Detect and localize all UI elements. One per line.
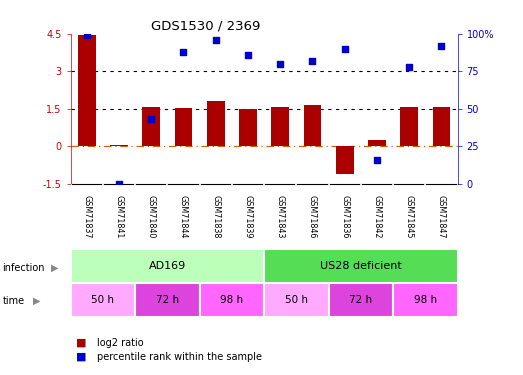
Text: GSM71841: GSM71841 bbox=[115, 195, 123, 238]
Text: 50 h: 50 h bbox=[285, 295, 308, 305]
Text: US28 deficient: US28 deficient bbox=[320, 261, 402, 271]
Text: ■: ■ bbox=[76, 338, 86, 348]
Text: AD169: AD169 bbox=[149, 261, 186, 271]
Bar bbox=[336, 146, 354, 174]
Point bbox=[211, 37, 220, 43]
Text: 72 h: 72 h bbox=[349, 295, 372, 305]
Text: log2 ratio: log2 ratio bbox=[97, 338, 143, 348]
Text: GSM71837: GSM71837 bbox=[82, 195, 91, 238]
Point bbox=[405, 64, 413, 70]
Text: time: time bbox=[3, 296, 25, 306]
Text: ▶: ▶ bbox=[33, 296, 40, 306]
Point bbox=[115, 181, 123, 187]
Text: GSM71843: GSM71843 bbox=[276, 195, 285, 238]
Bar bbox=[239, 109, 257, 146]
Text: GSM71839: GSM71839 bbox=[244, 195, 253, 238]
Text: ■: ■ bbox=[76, 352, 86, 362]
Bar bbox=[264, 249, 458, 283]
Point bbox=[276, 61, 285, 67]
Bar bbox=[393, 283, 458, 317]
Bar bbox=[433, 107, 450, 146]
Bar bbox=[207, 101, 224, 146]
Text: ▶: ▶ bbox=[51, 263, 59, 273]
Text: percentile rank within the sample: percentile rank within the sample bbox=[97, 352, 262, 362]
Text: 98 h: 98 h bbox=[414, 295, 437, 305]
Point bbox=[244, 52, 252, 58]
Bar bbox=[135, 283, 200, 317]
Title: GDS1530 / 2369: GDS1530 / 2369 bbox=[151, 20, 261, 33]
Text: GSM71844: GSM71844 bbox=[179, 195, 188, 238]
Point bbox=[147, 116, 155, 122]
Bar bbox=[368, 140, 386, 146]
Bar bbox=[328, 283, 393, 317]
Bar bbox=[200, 283, 264, 317]
Point bbox=[179, 49, 188, 55]
Point bbox=[83, 32, 91, 38]
Text: GSM71838: GSM71838 bbox=[211, 195, 220, 238]
Text: GSM71836: GSM71836 bbox=[340, 195, 349, 238]
Bar bbox=[71, 283, 135, 317]
Bar bbox=[271, 107, 289, 146]
Text: GSM71847: GSM71847 bbox=[437, 195, 446, 238]
Bar bbox=[78, 35, 96, 146]
Bar bbox=[175, 108, 192, 146]
Text: 72 h: 72 h bbox=[156, 295, 179, 305]
Point bbox=[437, 43, 446, 49]
Point bbox=[373, 157, 381, 163]
Bar bbox=[71, 249, 264, 283]
Text: GSM71840: GSM71840 bbox=[147, 195, 156, 238]
Text: 50 h: 50 h bbox=[92, 295, 115, 305]
Bar bbox=[110, 144, 128, 146]
Bar bbox=[142, 107, 160, 146]
Text: GSM71842: GSM71842 bbox=[372, 195, 381, 238]
Text: infection: infection bbox=[3, 263, 45, 273]
Bar bbox=[304, 105, 321, 146]
Bar bbox=[264, 283, 328, 317]
Point bbox=[309, 58, 317, 64]
Text: GSM71845: GSM71845 bbox=[405, 195, 414, 238]
Text: GSM71846: GSM71846 bbox=[308, 195, 317, 238]
Bar bbox=[401, 107, 418, 146]
Text: 98 h: 98 h bbox=[220, 295, 243, 305]
Point bbox=[340, 46, 349, 52]
